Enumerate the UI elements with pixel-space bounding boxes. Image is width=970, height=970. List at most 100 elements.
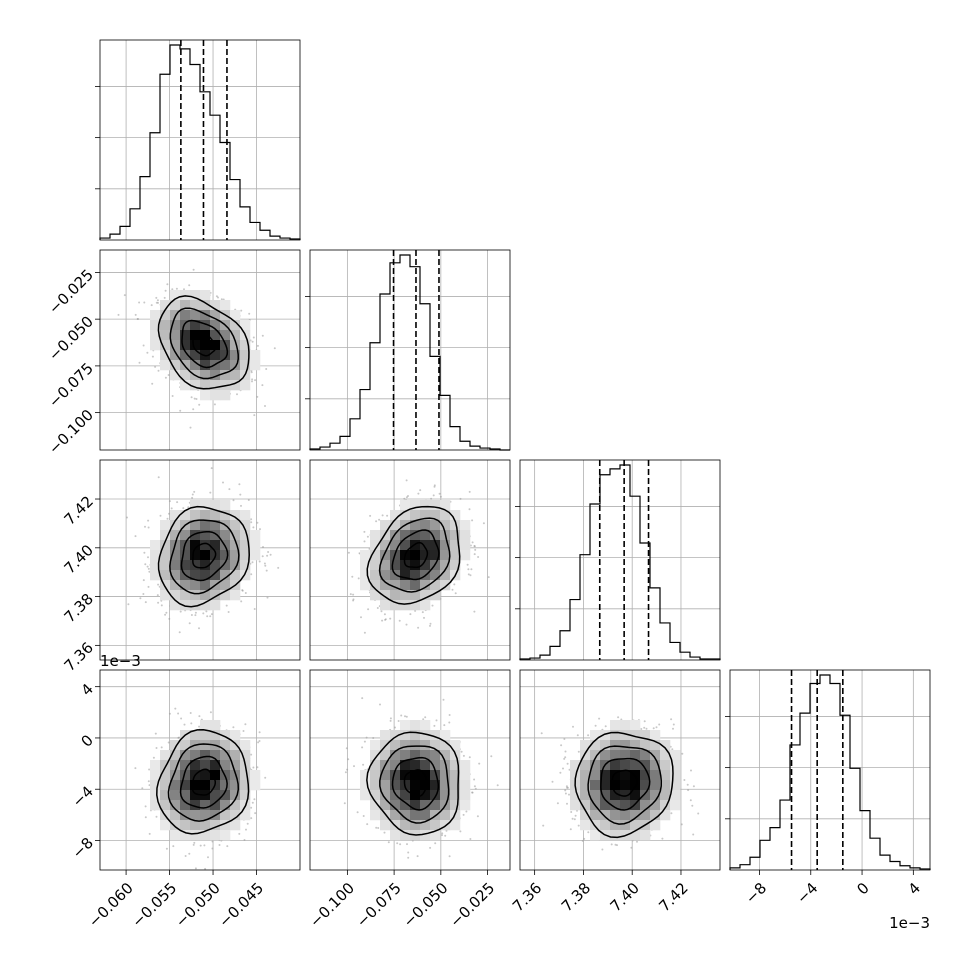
sample-point: [266, 554, 269, 557]
x-axis-3: −8 −4 0 4 1e−3: [742, 870, 930, 932]
sample-point: [407, 856, 410, 859]
sample-point: [640, 728, 643, 730]
sample-point: [265, 368, 268, 370]
density-cell: [190, 800, 201, 811]
sample-point: [513, 550, 515, 552]
density-cell: [380, 780, 391, 791]
sample-point: [643, 720, 646, 723]
sample-point: [251, 561, 254, 564]
density-cell: [610, 770, 621, 781]
density-cell: [390, 750, 401, 761]
sample-point: [469, 574, 472, 577]
density-cell: [650, 790, 661, 801]
density-cell: [250, 550, 261, 561]
density-cell: [390, 540, 401, 551]
density-cell: [210, 750, 221, 761]
sample-point: [168, 617, 171, 620]
sample-point: [244, 723, 247, 726]
sample-point: [474, 548, 477, 551]
density-cell: [210, 720, 221, 731]
density-cell: [450, 540, 461, 551]
density-cell: [410, 500, 421, 511]
panel-2-0: [99, 459, 301, 661]
sample-point: [363, 740, 366, 743]
density-cell: [200, 760, 211, 771]
sample-point: [466, 563, 469, 566]
density-cell: [160, 750, 171, 761]
contour-0: [191, 768, 216, 796]
density-cell: [400, 810, 411, 821]
sample-point: [247, 499, 250, 501]
density-cell: [240, 340, 251, 351]
sample-point: [471, 519, 474, 522]
density-cell: [440, 810, 451, 821]
sample-point: [473, 553, 476, 556]
density-cell: [630, 780, 641, 791]
density-cell: [170, 370, 181, 381]
density-cell: [440, 790, 451, 801]
density-cell: [380, 750, 391, 761]
sample-point: [367, 608, 370, 611]
panel-frame: [309, 669, 511, 871]
y-axis-1: −0.100−0.075−0.050−0.025: [45, 266, 100, 458]
density-cell: [580, 740, 591, 751]
sample-point: [183, 723, 186, 726]
sample-point: [487, 576, 490, 579]
sample-point: [192, 408, 195, 411]
density-cell: [220, 300, 231, 311]
sample-point: [366, 535, 369, 538]
density-cell: [400, 800, 411, 811]
sample-point: [419, 489, 422, 492]
density-cell: [410, 600, 421, 611]
density-cell: [160, 820, 171, 831]
sample-point: [257, 741, 260, 744]
sample-point: [238, 832, 241, 835]
density-cell: [150, 790, 161, 801]
density-cell: [180, 530, 191, 541]
sample-point: [478, 762, 481, 765]
panel-1-0: [99, 249, 301, 451]
sample-point: [245, 828, 247, 831]
density-cell: [450, 530, 461, 541]
density-cell: [220, 780, 231, 791]
sample-point: [134, 313, 137, 316]
density-cell: [570, 800, 581, 811]
density-cell: [420, 510, 431, 521]
sample-point: [670, 718, 673, 721]
density-cell: [200, 800, 211, 811]
contour-3: [574, 731, 674, 839]
panel-content: [310, 460, 515, 660]
density-cell: [360, 580, 371, 591]
density-cell: [210, 350, 221, 361]
density-cell: [360, 770, 371, 781]
density-cell: [430, 570, 441, 581]
sample-point: [226, 845, 229, 848]
sample-point: [387, 841, 390, 844]
density-cell: [650, 820, 661, 831]
sample-point: [250, 806, 253, 809]
density-cell: [620, 820, 631, 831]
sample-point: [227, 611, 230, 613]
density-cell: [450, 820, 461, 831]
density-cell: [190, 750, 201, 761]
density-cell: [200, 520, 211, 531]
sample-point: [468, 756, 471, 759]
density-cell: [170, 760, 181, 771]
density-cell: [420, 590, 431, 601]
density-cell: [380, 550, 391, 561]
sample-point: [551, 780, 554, 783]
sample-point: [154, 365, 157, 368]
density-cell: [390, 510, 401, 521]
sample-point: [241, 589, 244, 592]
sample-point: [352, 593, 355, 596]
density-cell: [230, 510, 241, 521]
density-cell: [170, 530, 181, 541]
density-cell: [170, 350, 181, 361]
sample-point: [150, 304, 153, 307]
density-cell: [600, 790, 611, 801]
sample-point: [362, 815, 365, 817]
density-cell: [190, 820, 201, 831]
sample-point: [346, 768, 349, 771]
density-cell: [190, 560, 201, 571]
sample-point: [242, 730, 245, 732]
